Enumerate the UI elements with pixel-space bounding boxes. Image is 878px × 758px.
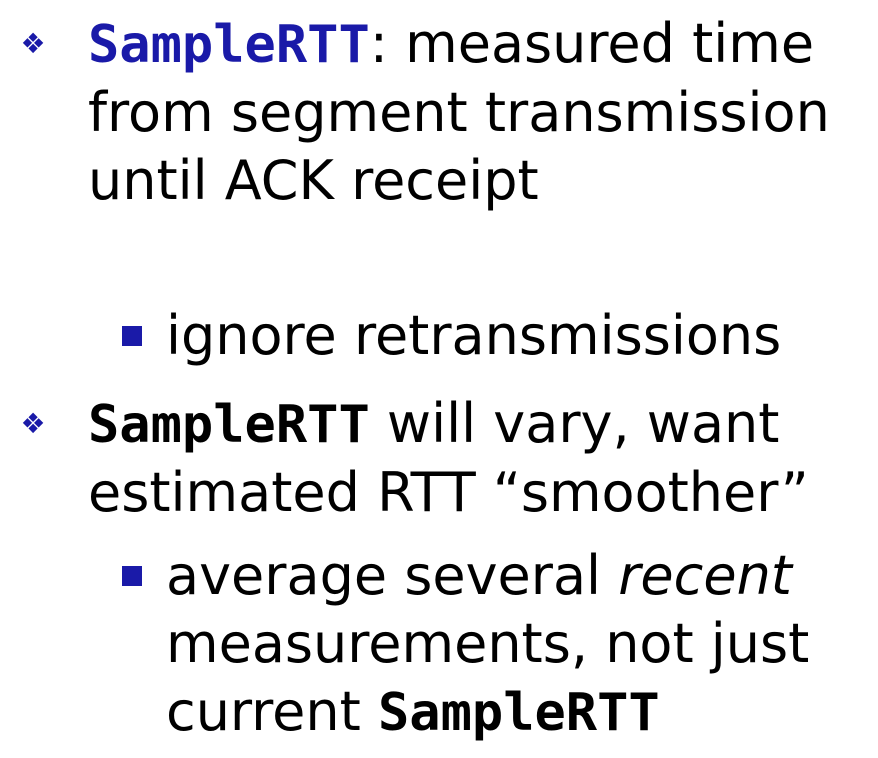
square-bullet-icon [122,326,142,346]
diamond-bullet-icon: ❖ [20,27,46,60]
bullet-2-code-term: SampleRTT [88,395,370,455]
bullet-2: ❖ SampleRTT will vary, want estimated RT… [20,390,873,527]
bullet-2-text: will vary, want estimated RTT “smoother” [88,392,809,524]
sub-bullet-2-code-term: SampleRTT [377,683,660,743]
bullet-1: ❖ SampleRTT: measured time from segment … [20,10,873,215]
sub-bullet-2: average several recent measurements, not… [122,542,871,747]
sub-bullet-1-text: ignore retransmissions [166,304,782,367]
sub-bullet-2-text-middle: measurements, not just current [166,612,810,743]
bullet-1-code-term: SampleRTT [88,15,370,75]
sub-bullet-1: ignore retransmissions [122,302,871,370]
sub-bullet-2-emphasis: recent [618,544,792,607]
diamond-bullet-icon: ❖ [20,407,46,440]
bullet-1-text: : measured time from segment transmissio… [88,12,830,212]
sub-bullet-2-text-start: average several [166,544,619,607]
square-bullet-icon [122,566,142,586]
